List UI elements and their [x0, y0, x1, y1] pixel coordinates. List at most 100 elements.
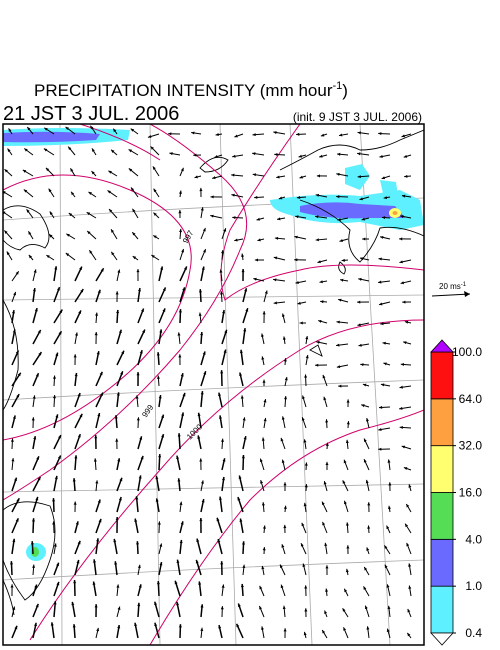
- wind-vector: [367, 502, 371, 513]
- coastline: [199, 156, 229, 173]
- wind-vector: [298, 154, 307, 158]
- wind-vector: [115, 291, 119, 303]
- wind-vector: [338, 298, 349, 303]
- wind-vector: [7, 148, 13, 156]
- wind-vector-head: [13, 291, 17, 296]
- wind-vector-head: [200, 391, 204, 395]
- wind-vector: [260, 479, 265, 492]
- wind-vector-head: [231, 193, 235, 197]
- wind-vector-head: [241, 541, 246, 545]
- wind-vector-head: [134, 622, 138, 627]
- isobar: [3, 124, 248, 501]
- wind-vector: [94, 332, 98, 345]
- wind-vector: [238, 475, 244, 492]
- wind-vector-head: [304, 585, 308, 589]
- wind-vector-head: [379, 154, 383, 158]
- wind-vector-head: [180, 373, 184, 377]
- wind-vector-head: [408, 563, 412, 567]
- wind-vector-head: [366, 626, 370, 630]
- wind-vector: [399, 385, 412, 389]
- wind-vector-head: [201, 266, 205, 270]
- wind-vector: [254, 258, 265, 262]
- wind-vector-head: [317, 260, 321, 264]
- wind-vector: [179, 501, 183, 513]
- wind-vector: [48, 188, 55, 198]
- wind-vector: [408, 585, 412, 597]
- wind-vector: [52, 498, 56, 513]
- wind-vector-head: [325, 419, 329, 423]
- wind-vector-head: [380, 383, 385, 387]
- wind-vector: [53, 581, 60, 597]
- wind-vector: [282, 336, 286, 345]
- wind-vector-head: [178, 210, 182, 214]
- colorbar: 0.4 1.0 4.0 16.0 32.0 64.0 100.0: [430, 339, 483, 646]
- wind-vector: [380, 383, 391, 387]
- wind-vector-head: [33, 269, 37, 273]
- wind-vector: [74, 332, 78, 345]
- wind-vector: [32, 372, 40, 387]
- wind-vector: [234, 133, 244, 138]
- wind-vector-head: [278, 196, 283, 200]
- wind-vector: [179, 266, 188, 282]
- wind-vector-head: [117, 269, 121, 273]
- wind-vector: [53, 434, 62, 450]
- wind-vector: [147, 133, 160, 138]
- wind-vector-head: [194, 175, 198, 179]
- wind-vector-head: [24, 148, 28, 152]
- wind-vectors: [3, 125, 412, 639]
- wind-vector: [218, 392, 223, 408]
- wind-vector-head: [58, 435, 61, 439]
- isobar: [220, 124, 424, 301]
- wind-vector-head: [325, 442, 329, 446]
- wind-vector: [88, 191, 97, 198]
- wind-vector: [74, 540, 81, 555]
- wind-vector-head: [132, 208, 136, 213]
- wind-vector-head: [57, 455, 61, 459]
- wind-vector-head: [399, 237, 403, 241]
- wind-vector-head: [55, 414, 59, 418]
- wind-vector: [218, 624, 223, 639]
- wind-vector: [32, 351, 43, 366]
- wind-vector: [283, 482, 287, 492]
- wind-vector: [303, 631, 307, 639]
- wind-vector: [154, 622, 160, 639]
- wind-vector-head: [232, 216, 236, 220]
- wind-vector: [45, 167, 55, 177]
- wind-vector-head: [336, 320, 340, 324]
- wind-vector-head: [264, 290, 268, 294]
- wind-vector-head: [176, 559, 180, 563]
- wind-vector-head: [162, 308, 166, 312]
- wind-vector: [134, 622, 139, 639]
- wind-vector: [72, 478, 76, 492]
- wind-vector: [176, 559, 181, 576]
- wind-vector-head: [77, 434, 81, 438]
- wind-vector-head: [49, 234, 53, 238]
- wind-vector-head: [14, 625, 18, 630]
- colorbar-tick-label: 32.0: [459, 439, 483, 453]
- wind-vector-head: [336, 365, 341, 369]
- colorbar-under: [430, 632, 454, 646]
- wind-vector: [339, 238, 349, 242]
- wind-vector-head: [26, 209, 30, 213]
- wind-vector: [93, 458, 97, 471]
- wind-vector-head: [400, 214, 404, 218]
- wind-vector-head: [383, 362, 387, 366]
- wind-vector-head: [295, 280, 299, 284]
- title-close: ): [342, 81, 348, 100]
- wind-vector-head: [94, 435, 98, 439]
- wind-vector-head: [16, 498, 20, 502]
- wind-vector-head: [49, 211, 53, 215]
- wind-vector-head: [178, 354, 182, 358]
- wind-vector: [114, 415, 118, 429]
- wind-vector: [218, 415, 223, 429]
- wind-vector-head: [43, 148, 48, 152]
- rain-area: [380, 180, 398, 198]
- wind-vector-head: [243, 436, 247, 440]
- wind-vector-head: [116, 584, 120, 588]
- wind-vector-head: [220, 561, 224, 565]
- wind-vector-head: [153, 188, 157, 193]
- wind-vector: [74, 559, 80, 576]
- wind-vector: [74, 433, 81, 450]
- wind-vector: [386, 628, 391, 639]
- wind-vector: [115, 438, 119, 450]
